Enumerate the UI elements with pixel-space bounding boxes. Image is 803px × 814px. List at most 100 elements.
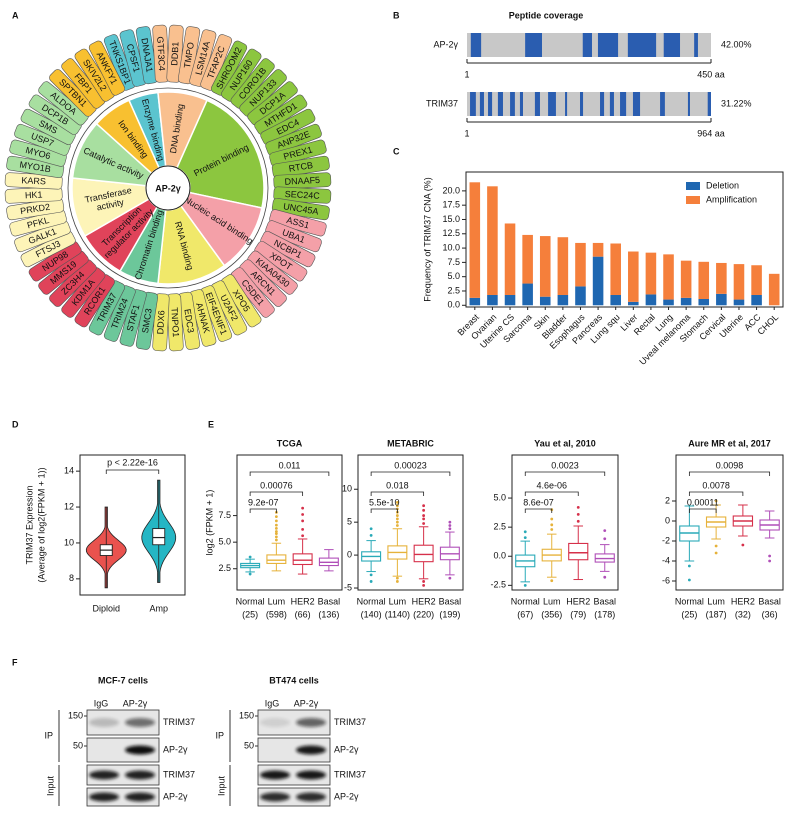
coverage-segment bbox=[660, 92, 665, 116]
outlier bbox=[274, 535, 278, 539]
gene-box: EDC3 bbox=[177, 291, 201, 350]
outlier bbox=[274, 530, 278, 533]
x-tick-label: Amp bbox=[149, 603, 168, 613]
outlier bbox=[550, 579, 554, 583]
outlier bbox=[369, 527, 373, 531]
group-size: (66) bbox=[295, 609, 311, 619]
bar-segment bbox=[768, 273, 780, 306]
gene-label: MYO1B bbox=[19, 159, 52, 174]
outlier bbox=[369, 573, 373, 577]
blot-row bbox=[86, 787, 160, 807]
box bbox=[266, 554, 287, 564]
x-tick-label: Normal bbox=[357, 596, 386, 606]
y-tick-label: -2.5 bbox=[490, 580, 506, 590]
x-tick-label: HER2 bbox=[412, 596, 436, 606]
legend-label: Amplification bbox=[706, 194, 757, 204]
significance-bracket bbox=[524, 508, 553, 513]
y-tick-label: 2.5 bbox=[447, 285, 460, 295]
outlier bbox=[687, 564, 691, 568]
group-size: (79) bbox=[570, 609, 586, 619]
band bbox=[296, 718, 326, 727]
bar-segment bbox=[487, 186, 498, 295]
coverage-segment bbox=[510, 92, 515, 116]
bar-segment bbox=[504, 223, 516, 295]
section-label: Input bbox=[216, 775, 226, 796]
coverage-segment bbox=[687, 92, 690, 116]
outlier bbox=[768, 559, 772, 563]
x-tick-label: 450 aa bbox=[697, 69, 725, 79]
bar-segment bbox=[680, 297, 692, 306]
y-tick-label: 12 bbox=[64, 501, 74, 511]
band bbox=[125, 770, 155, 780]
group-size: (1140) bbox=[385, 609, 410, 619]
x-tick-label: Basal bbox=[439, 596, 462, 606]
panel-label: E bbox=[208, 419, 214, 429]
gene-label: TNPO1 bbox=[169, 307, 181, 337]
bar-segment bbox=[680, 260, 692, 298]
x-tick-label: 1 bbox=[464, 128, 469, 138]
gene-box: MYO1B bbox=[6, 155, 65, 179]
y-tick-label: 10 bbox=[64, 537, 74, 547]
x-tick-label: HER2 bbox=[731, 596, 755, 606]
blot-title: BT474 cells bbox=[269, 675, 319, 685]
gene-label: PRKD2 bbox=[20, 202, 51, 217]
chart-title: METABRIC bbox=[387, 438, 434, 448]
bar-segment bbox=[733, 299, 745, 306]
p-value: 8.6e-07 bbox=[523, 497, 554, 507]
bar-segment bbox=[698, 261, 710, 299]
outlier bbox=[274, 519, 278, 523]
band bbox=[296, 770, 326, 780]
group-size: (25) bbox=[681, 609, 697, 619]
plot-frame bbox=[79, 454, 186, 596]
y-tick-label: 14 bbox=[64, 466, 74, 476]
chart-title: Yau et al, 2010 bbox=[534, 438, 596, 448]
significance-bracket bbox=[688, 491, 744, 496]
significance-bracket bbox=[105, 469, 160, 474]
coverage-segment bbox=[663, 33, 681, 57]
y-tick-label: 15.0 bbox=[442, 214, 460, 224]
center-label: AP-2γ bbox=[155, 183, 181, 193]
outlier bbox=[603, 537, 607, 541]
coverage-segment bbox=[597, 33, 619, 57]
group-size: (32) bbox=[735, 609, 751, 619]
significance-bracket bbox=[524, 491, 579, 496]
p-value: 5.5e-10 bbox=[369, 497, 400, 507]
y-tick-label: 0 bbox=[347, 549, 352, 559]
bar-segment bbox=[539, 296, 551, 306]
group-size: (178) bbox=[594, 609, 615, 619]
outlier bbox=[395, 501, 399, 504]
outlier bbox=[687, 578, 691, 582]
y-tick-label: 17.5 bbox=[442, 200, 460, 210]
outlier bbox=[395, 580, 399, 583]
x-tick-label: Normal bbox=[675, 596, 704, 606]
legend-swatch bbox=[686, 182, 700, 190]
panel-label: C bbox=[393, 146, 400, 156]
blot-row bbox=[86, 764, 160, 786]
bar-segment bbox=[628, 301, 639, 306]
coverage-background bbox=[467, 92, 711, 116]
chart-title: TCGA bbox=[277, 438, 303, 448]
gene-label: KARS bbox=[21, 175, 46, 186]
p-value: 0.00023 bbox=[394, 460, 427, 470]
band bbox=[125, 792, 155, 802]
y-tick-label: 0.0 bbox=[493, 551, 506, 561]
y-tick-label: 7.5 bbox=[447, 257, 460, 267]
bar-segment bbox=[522, 234, 533, 284]
gene-label: GTF3C4 bbox=[155, 36, 167, 71]
y-tick-label: -2 bbox=[662, 535, 670, 545]
band bbox=[89, 770, 119, 780]
outlier bbox=[576, 519, 580, 523]
group-size: (187) bbox=[706, 609, 727, 619]
gene-box: DDX6 bbox=[152, 293, 170, 352]
coverage-segment bbox=[470, 92, 476, 116]
outlier bbox=[274, 526, 278, 530]
bar-segment bbox=[557, 294, 569, 306]
row-label: TRIM37 bbox=[334, 717, 366, 727]
y-tick-label: 8 bbox=[69, 573, 74, 583]
x-tick-label: 1 bbox=[464, 69, 469, 79]
bar-segment bbox=[716, 293, 727, 306]
outlier bbox=[576, 512, 580, 516]
outlier bbox=[369, 533, 373, 537]
gene-box: MYO6 bbox=[9, 139, 67, 167]
row-label: AP-2γ bbox=[334, 744, 359, 754]
